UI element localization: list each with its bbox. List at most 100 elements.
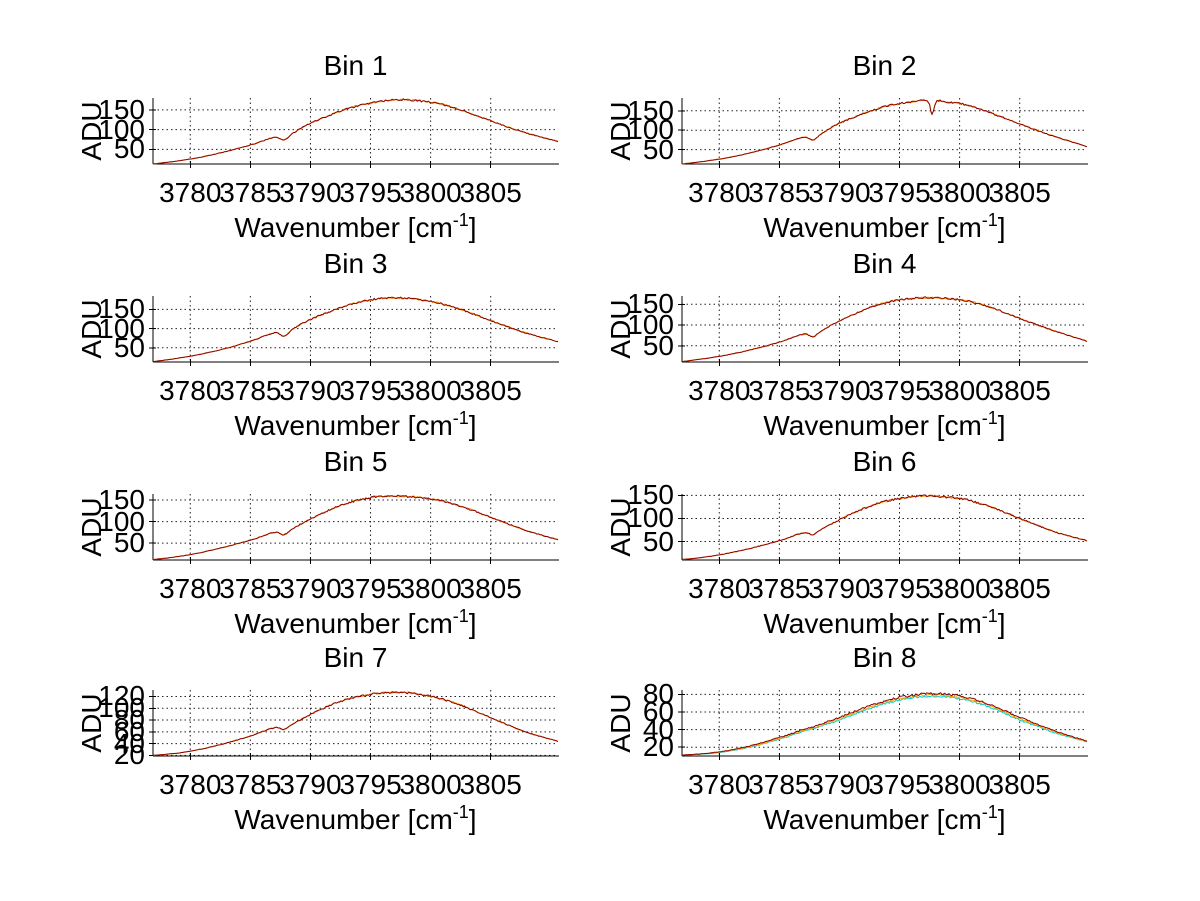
subplot-bin-8: Bin 8 ADU Wavenumber [cm-1] 3780 3785 3790… [605, 642, 1088, 835]
y-tick-label: 50 [113, 133, 145, 165]
x-axis-label-text: Wavenumber [cm [234, 212, 453, 243]
x-axis-label-bracket: ] [468, 212, 477, 243]
x-tick-label: 3785 [748, 573, 811, 604]
y-tick-label: 50 [642, 133, 674, 165]
x-tick-label: 3800 [399, 375, 462, 406]
plot-area [678, 494, 1088, 564]
y-tick-label: 80 [113, 704, 145, 736]
subplot-title: Bin 8 [852, 642, 917, 673]
x-tick-label: 3805 [459, 769, 522, 800]
x-tick-label: 3790 [279, 769, 342, 800]
subplot-title: Bin 6 [852, 446, 917, 477]
x-tick-label: 3790 [279, 177, 342, 208]
subplot-bin-3: Bin 3 ADU Wavenumber [cm-1] 3780 3785 3790… [76, 248, 559, 441]
x-tick-label: 3790 [279, 375, 342, 406]
plot-area [678, 690, 1088, 760]
x-tick-label: 3795 [339, 177, 402, 208]
x-tick-label: 3800 [399, 769, 462, 800]
x-axis-label: Wavenumber [cm-1] [662, 210, 1107, 247]
y-tick-label: 150 [627, 94, 674, 126]
spectrum-trace-primary-trace [681, 494, 1088, 561]
x-tick-label: 3805 [459, 573, 522, 604]
x-tick-label: 3800 [399, 573, 462, 604]
x-axis-label-bracket: ] [468, 608, 477, 639]
spectrum-trace-primary-trace [152, 296, 559, 363]
x-axis-label: Wavenumber [cm-1] [662, 408, 1107, 445]
subplot-bin-5: Bin 5 ADU Wavenumber [cm-1] 3780 3785 3790… [76, 446, 559, 639]
x-tick-label: 3805 [988, 375, 1051, 406]
y-tick-label: 100 [627, 502, 674, 534]
x-tick-label: 3785 [219, 573, 282, 604]
y-tick-label: 100 [627, 114, 674, 146]
y-tick-label: 50 [642, 525, 674, 557]
x-axis-label-text: Wavenumber [cm [763, 804, 982, 835]
y-tick-label: 150 [627, 288, 674, 320]
x-axis-label-bracket: ] [997, 410, 1006, 441]
x-tick-label: 3795 [868, 573, 931, 604]
plot-area [149, 690, 559, 760]
x-axis-label-bracket: ] [468, 804, 477, 835]
subplot-title: Bin 7 [323, 642, 388, 673]
x-tick-label: 3780 [159, 375, 222, 406]
y-tick-label: 100 [98, 505, 145, 537]
y-tick-label: 100 [98, 113, 145, 145]
subplot-bin-7: Bin 7 ADU Wavenumber [cm-1] 3780 3785 3790… [76, 642, 559, 835]
spectrum-trace-secondary-trace [152, 296, 559, 363]
x-tick-label: 3785 [219, 375, 282, 406]
subplot-title: Bin 5 [323, 446, 388, 477]
x-axis-label-superscript: -1 [981, 606, 998, 626]
subplot-bin-4: Bin 4 ADU Wavenumber [cm-1] 3780 3785 3790… [605, 248, 1088, 441]
x-axis-label-superscript: -1 [452, 210, 469, 230]
x-tick-label: 3780 [688, 573, 751, 604]
x-axis-label: Wavenumber [cm-1] [662, 606, 1107, 643]
x-tick-label: 3805 [988, 769, 1051, 800]
x-tick-label: 3780 [159, 573, 222, 604]
x-axis-label-superscript: -1 [452, 606, 469, 626]
x-tick-label: 3795 [868, 769, 931, 800]
x-tick-label: 3785 [219, 769, 282, 800]
y-tick-label: 50 [113, 527, 145, 559]
x-axis-label-superscript: -1 [452, 408, 469, 428]
subplot-title: Bin 2 [852, 50, 917, 81]
x-tick-label: 3805 [459, 375, 522, 406]
x-axis-label: Wavenumber [cm-1] [133, 606, 578, 643]
plot-area [149, 296, 559, 366]
y-tick-label: 150 [627, 479, 674, 511]
x-axis-label: Wavenumber [cm-1] [133, 210, 578, 247]
y-tick-label: 40 [113, 727, 145, 759]
plot-area [149, 98, 559, 168]
x-tick-label: 3780 [159, 177, 222, 208]
y-tick-label: 150 [98, 93, 145, 125]
x-tick-label: 3790 [279, 573, 342, 604]
x-tick-label: 3790 [808, 769, 871, 800]
y-tick-label: 100 [98, 312, 145, 344]
subplot-bin-1: Bin 1 ADU Wavenumber [cm-1] 3780 3785 3790… [76, 50, 559, 243]
x-tick-label: 3795 [868, 177, 931, 208]
x-axis-label: Wavenumber [cm-1] [662, 802, 1107, 839]
x-axis-label-bracket: ] [997, 212, 1006, 243]
plot-area [678, 98, 1088, 168]
spectrum-trace-primary-trace [681, 296, 1088, 363]
x-tick-label: 3800 [928, 769, 991, 800]
x-axis-label-text: Wavenumber [cm [763, 212, 982, 243]
y-tick-label: 150 [98, 293, 145, 325]
x-axis-label-bracket: ] [997, 608, 1006, 639]
spectrum-trace-primary-trace [681, 692, 1088, 756]
y-tick-label: 20 [642, 731, 674, 763]
x-axis-label-text: Wavenumber [cm [234, 410, 453, 441]
x-axis-label-text: Wavenumber [cm [234, 804, 453, 835]
y-tick-label: 60 [113, 715, 145, 747]
spectrum-trace-cyan-trace [681, 694, 1088, 756]
x-tick-label: 3805 [988, 177, 1051, 208]
x-tick-label: 3800 [928, 375, 991, 406]
subplot-bin-2: Bin 2 ADU Wavenumber [cm-1] 3780 3785 3790… [605, 50, 1088, 243]
x-axis-label-superscript: -1 [981, 408, 998, 428]
x-axis-label-bracket: ] [997, 804, 1006, 835]
y-tick-label: 100 [627, 309, 674, 341]
x-axis-label-superscript: -1 [981, 210, 998, 230]
x-axis-label: Wavenumber [cm-1] [133, 408, 578, 445]
y-tick-label: 50 [642, 329, 674, 361]
spectrum-trace-yellow-trace [681, 693, 1088, 756]
x-tick-label: 3795 [339, 375, 402, 406]
